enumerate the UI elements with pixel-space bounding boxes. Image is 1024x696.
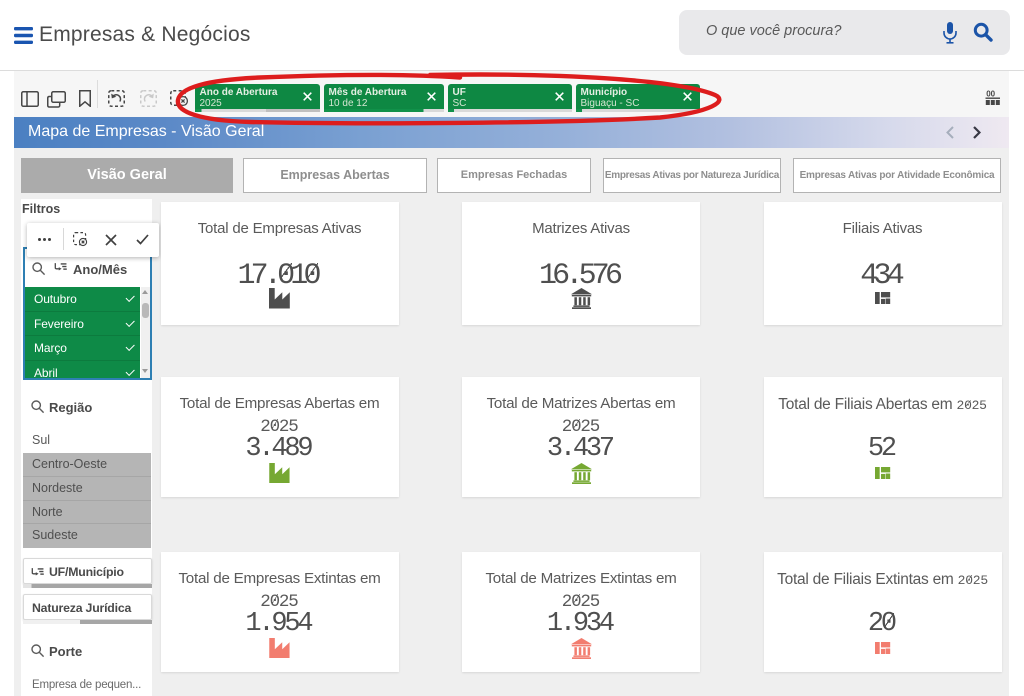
svg-text:00: 00 (986, 90, 995, 99)
